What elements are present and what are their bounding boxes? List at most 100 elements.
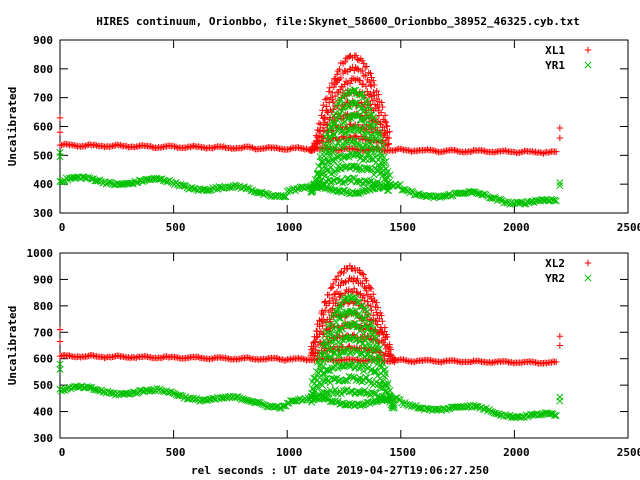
data-point [361,177,369,185]
data-point [371,115,379,123]
data-point [481,147,488,155]
data-point [139,142,146,149]
data-point [358,116,366,124]
data-point [411,358,418,366]
data-point [381,369,389,378]
data-point [56,114,64,122]
data-point [329,89,336,96]
data-point [263,190,271,198]
data-point [351,99,359,107]
data-point [345,277,352,285]
series-YR1 [56,86,564,208]
data-point [326,141,334,149]
data-point [379,359,387,367]
legend-label: XL1 [545,44,565,57]
data-point [368,111,376,119]
data-point [149,143,156,151]
legend-label: YR1 [545,59,565,72]
data-point [533,359,541,366]
data-point [239,144,247,151]
data-point [331,130,339,139]
data-point [556,342,564,349]
data-point [88,175,96,183]
data-point [360,315,368,323]
data-point [390,401,398,409]
data-point [350,373,358,381]
data-point [382,158,390,166]
data-point [529,358,536,365]
data-point [344,115,352,123]
data-point [346,80,354,87]
data-point [374,304,381,311]
data-point [361,297,368,304]
data-point [319,358,327,366]
data-point [329,280,337,288]
data-point [246,143,253,150]
x-tick-label: 0 [59,221,66,234]
data-point [323,166,331,174]
data-point [333,71,341,78]
data-point [406,357,414,365]
data-point [373,345,381,353]
data-point [220,143,228,150]
data-point [386,341,393,348]
data-point [553,358,560,366]
data-point [316,323,323,330]
data-point [327,285,334,292]
data-point [310,374,318,382]
y-tick-label: 400 [33,406,53,419]
data-point [321,115,329,122]
data-point [415,404,423,412]
data-point [517,198,525,206]
data-point [353,347,361,356]
data-point [373,309,380,316]
data-point [369,389,378,397]
data-point [308,188,316,196]
data-point [546,410,554,418]
data-point [318,112,325,119]
data-point [468,358,476,366]
data-point [318,307,326,315]
data-point [327,344,335,352]
data-point [368,155,376,163]
data-point [468,148,476,155]
y-tick-label: 700 [33,92,53,105]
data-point [337,74,345,82]
data-point [261,145,269,152]
data-point [373,87,380,95]
data-point [354,275,361,283]
data-point [336,66,343,73]
data-point [378,384,386,392]
data-point [360,367,368,375]
data-point [363,63,370,70]
legend-marker [584,259,592,267]
data-point [374,321,381,328]
data-point [367,285,375,293]
data-point [323,141,331,149]
data-point [362,390,370,398]
data-point [91,141,99,149]
data-point [386,171,394,179]
data-point [383,382,391,390]
data-point [340,294,348,303]
data-point [529,148,536,155]
data-point [427,356,434,364]
y-tick-label: 300 [33,432,53,445]
data-point [516,149,523,156]
data-point [336,340,345,348]
chart-panel-top: 300 400 500 600 700 800 900 0 500 1000 1500 2000 250… [6,34,640,234]
data-point [118,353,126,360]
data-point [355,365,363,373]
data-point [379,123,386,131]
data-point [321,369,329,377]
data-point [319,124,327,132]
data-point [322,146,330,154]
data-point [357,290,364,297]
data-point [147,354,154,361]
data-point [355,150,363,158]
data-point [481,190,489,198]
data-point [56,360,64,368]
data-point [371,367,379,375]
data-point [349,278,357,285]
data-point [378,99,385,106]
